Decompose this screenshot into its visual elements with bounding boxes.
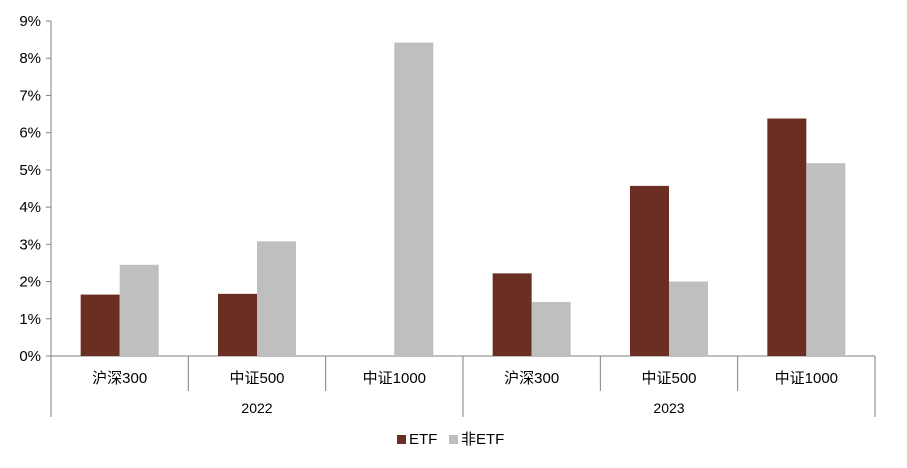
bar-non-etf — [119, 264, 159, 356]
legend: ETF 非ETF — [397, 431, 504, 448]
axes — [46, 20, 876, 417]
y-tick-label: 7% — [19, 87, 41, 104]
bar-etf — [80, 294, 120, 356]
y-tick-label: 8% — [19, 50, 41, 67]
y-tick-label: 4% — [19, 199, 41, 216]
y-tick-label: 0% — [19, 348, 41, 365]
group-label: 2023 — [653, 400, 684, 416]
y-tick-label: 5% — [19, 162, 41, 179]
y-tick-label: 1% — [19, 311, 41, 328]
bar-etf — [492, 273, 532, 356]
bars — [80, 42, 846, 357]
bar-non-etf — [806, 163, 846, 356]
y-tick-label: 2% — [19, 274, 41, 291]
bar-etf — [767, 118, 807, 357]
bar-non-etf — [257, 241, 296, 356]
legend-label: ETF — [409, 431, 437, 448]
y-tick-label: 6% — [19, 125, 41, 142]
category-label: 中证1000 — [775, 370, 838, 387]
legend-swatch — [449, 435, 458, 444]
bar-etf — [218, 293, 257, 356]
bar-etf — [630, 185, 669, 356]
category-label: 中证500 — [641, 370, 696, 387]
bar-non-etf — [669, 281, 708, 356]
category-label: 沪深300 — [504, 370, 559, 387]
bar-non-etf — [394, 42, 434, 356]
bar-non-etf — [531, 302, 571, 356]
legend-label: 非ETF — [461, 431, 504, 448]
category-label: 沪深300 — [92, 370, 147, 387]
group-label: 2022 — [241, 400, 272, 416]
legend-swatch — [397, 435, 406, 444]
y-tick-label: 9% — [19, 13, 41, 30]
category-label: 中证500 — [229, 370, 284, 387]
category-label: 中证1000 — [363, 370, 426, 387]
y-tick-label: 3% — [19, 236, 41, 253]
labels: 0% 1% 2% 3% 4% 5% 6% 7% 8% 9% 沪深300 中证500 中证1000 沪深30… — [19, 13, 838, 416]
